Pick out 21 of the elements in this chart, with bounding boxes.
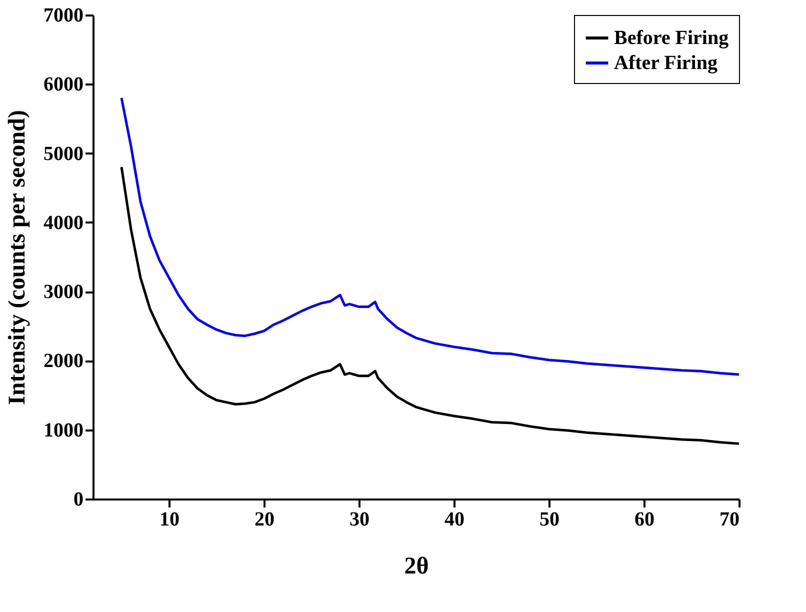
y-tick-label: 0 — [74, 488, 84, 510]
x-tick-label: 60 — [634, 508, 654, 530]
x-tick-label: 20 — [254, 508, 274, 530]
x-tick-label: 40 — [444, 508, 464, 530]
legend-label: After Firing — [614, 52, 718, 74]
x-axis-title: 2θ — [404, 554, 429, 580]
x-tick-label: 50 — [540, 508, 560, 530]
y-axis-title: Intensity (counts per second) — [4, 110, 30, 405]
y-tick-label: 4000 — [44, 212, 84, 234]
y-tick-label: 7000 — [44, 4, 84, 26]
y-tick-label: 1000 — [44, 419, 84, 442]
x-tick-label: 70 — [720, 508, 740, 530]
legend-label: Before Firing — [614, 27, 729, 49]
y-tick-label: 5000 — [44, 142, 84, 165]
y-tick-label: 2000 — [44, 350, 84, 372]
y-tick-label: 3000 — [44, 281, 84, 304]
x-tick-label: 10 — [160, 508, 180, 530]
line-series — [120, 166, 740, 445]
line-series — [120, 96, 740, 376]
y-tick-label: 6000 — [44, 74, 84, 96]
x-tick-label: 30 — [350, 508, 370, 530]
